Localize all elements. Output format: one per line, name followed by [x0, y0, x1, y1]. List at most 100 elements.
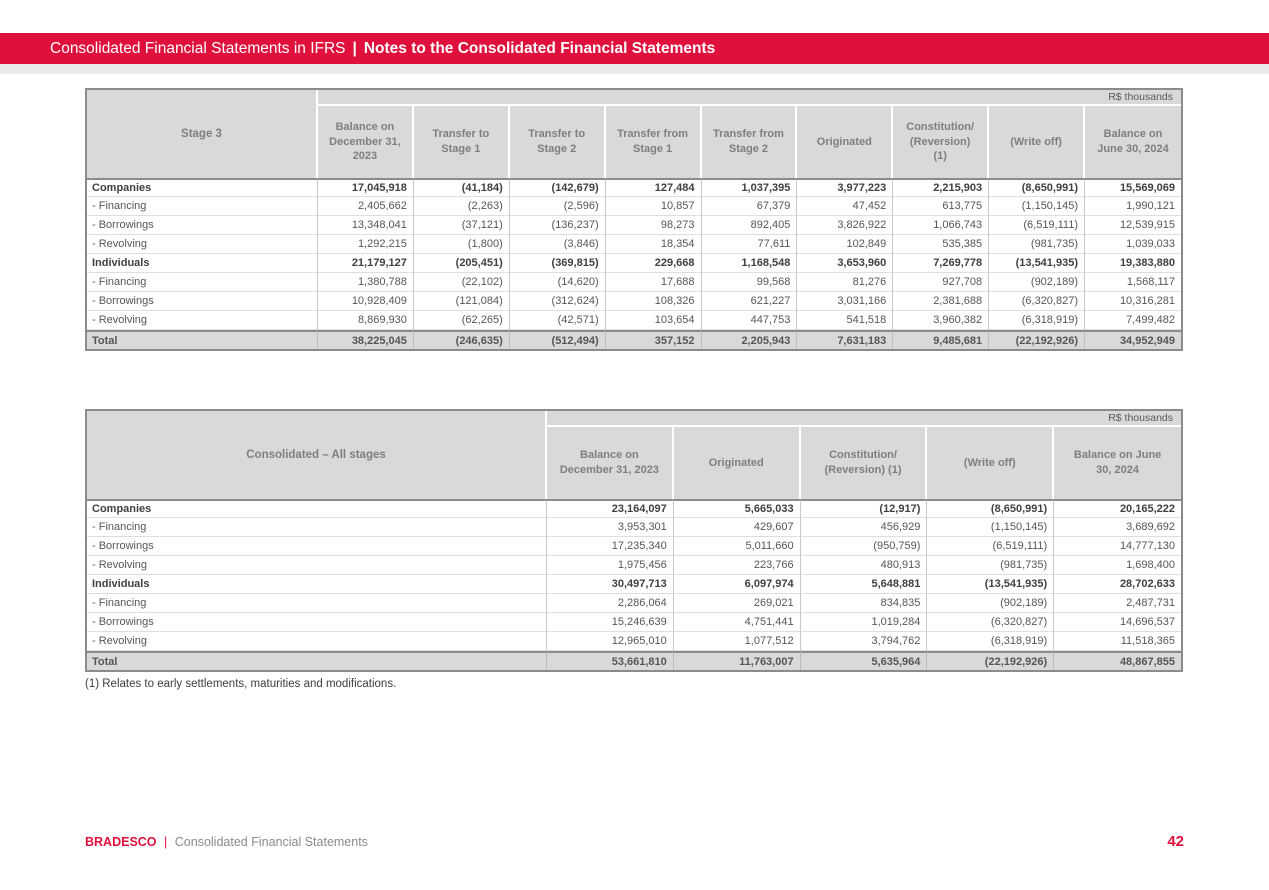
cell-value: (22,102) — [413, 273, 510, 292]
cell-value: 456,929 — [800, 518, 928, 537]
cell-value: 98,273 — [605, 216, 702, 235]
cell-value: 1,975,456 — [547, 556, 674, 575]
cell-value: 17,045,918 — [318, 178, 414, 197]
footer-left: BRADESCO | Consolidated Financial Statem… — [85, 835, 368, 849]
cell-value: (6,519,111) — [927, 537, 1055, 556]
cell-value: 927,708 — [893, 273, 990, 292]
cell-value: 1,066,743 — [893, 216, 990, 235]
column-header: Originated — [673, 427, 801, 499]
cell-value: 21,179,127 — [318, 254, 414, 273]
table-row: Total 53,661,810 11,763,007 5,635,964 (2… — [87, 651, 1181, 670]
cell-value: 20,165,222 — [1054, 499, 1181, 518]
table-row: - Borrowings 17,235,340 5,011,660 (950,7… — [87, 537, 1181, 556]
cell-value: (6,318,919) — [989, 311, 1085, 330]
cell-value: 1,990,121 — [1085, 197, 1181, 216]
table-row: - Borrowings 15,246,639 4,751,441 1,019,… — [87, 613, 1181, 632]
column-header: Transfer from Stage 1 — [605, 106, 702, 178]
cell-value: 81,276 — [797, 273, 894, 292]
cell-value: 17,688 — [605, 273, 702, 292]
cell-value: (902,189) — [989, 273, 1085, 292]
column-header: Balance on December 31, 2023 — [547, 427, 674, 499]
column-header: Originated — [797, 106, 894, 178]
cell-value: 9,485,681 — [893, 330, 990, 349]
brand-name: BRADESCO — [85, 835, 157, 849]
cell-value: (62,265) — [413, 311, 510, 330]
column-header: Transfer from Stage 2 — [701, 106, 798, 178]
consolidated-column-header-row: Balance on December 31, 2023 Originated … — [87, 427, 1181, 499]
cell-value: 7,631,183 — [797, 330, 894, 349]
cell-value: (1,150,145) — [989, 197, 1085, 216]
cell-value: 47,452 — [797, 197, 894, 216]
row-label: - Borrowings — [87, 537, 547, 556]
cell-value: 429,607 — [673, 518, 801, 537]
cell-value: 1,168,548 — [701, 254, 798, 273]
cell-value: 108,326 — [605, 292, 702, 311]
cell-value: 1,077,512 — [673, 632, 801, 651]
cell-value: (981,735) — [927, 556, 1055, 575]
cell-value: (2,263) — [413, 197, 510, 216]
row-label: Individuals — [87, 575, 547, 594]
table-row: - Financing 2,286,064 269,021 834,835 (9… — [87, 594, 1181, 613]
cell-value: 99,568 — [701, 273, 798, 292]
table-row: - Borrowings 10,928,409 (121,084) (312,6… — [87, 292, 1181, 311]
column-header: Balance on June 30, 2024 — [1054, 427, 1181, 499]
cell-value: 535,385 — [893, 235, 990, 254]
table-row: Individuals 21,179,127 (205,451) (369,81… — [87, 254, 1181, 273]
cell-value: 48,867,855 — [1054, 651, 1181, 670]
consolidated-table-wrap: Consolidated – All stages R$ thousands B… — [85, 409, 1183, 672]
page-number: 42 — [1167, 833, 1184, 850]
cell-value: 15,246,639 — [547, 613, 674, 632]
row-label: - Revolving — [87, 311, 318, 330]
stage3-currency-note: R$ thousands — [318, 90, 1181, 106]
cell-value: 13,348,041 — [318, 216, 414, 235]
cell-value: 7,499,482 — [1085, 311, 1181, 330]
cell-value: (950,759) — [800, 537, 928, 556]
cell-value: 2,487,731 — [1054, 594, 1181, 613]
cell-value: 1,698,400 — [1054, 556, 1181, 575]
table-gap — [85, 351, 1183, 409]
cell-value: (14,620) — [509, 273, 606, 292]
stage3-table-body: Companies 17,045,918 (41,184) (142,679) … — [87, 178, 1181, 349]
cell-value: 621,227 — [701, 292, 798, 311]
cell-value: (1,800) — [413, 235, 510, 254]
row-label: - Borrowings — [87, 613, 547, 632]
cell-value: 1,380,788 — [318, 273, 414, 292]
cell-value: 34,952,949 — [1085, 330, 1181, 349]
column-header: (Write off) — [927, 427, 1055, 499]
cell-value: 2,286,064 — [547, 594, 674, 613]
cell-value: 6,097,974 — [673, 575, 801, 594]
row-label: Companies — [87, 499, 547, 518]
cell-value: 12,539,915 — [1085, 216, 1181, 235]
cell-value: 10,316,281 — [1085, 292, 1181, 311]
cell-value: 3,953,301 — [547, 518, 674, 537]
table-row: - Revolving 8,869,930 (62,265) (42,571) … — [87, 311, 1181, 330]
cell-value: 5,635,964 — [800, 651, 928, 670]
cell-value: 17,235,340 — [547, 537, 674, 556]
cell-value: (246,635) — [413, 330, 510, 349]
cell-value: 30,497,713 — [547, 575, 674, 594]
table-row: Individuals 30,497,713 6,097,974 5,648,8… — [87, 575, 1181, 594]
stage3-corner-label: Stage 3 — [87, 90, 318, 178]
cell-value: 1,568,117 — [1085, 273, 1181, 292]
cell-value: (512,494) — [509, 330, 606, 349]
table-row: Companies 23,164,097 5,665,033 (12,917) … — [87, 499, 1181, 518]
footer-separator: | — [164, 835, 168, 849]
cell-value: (8,650,991) — [989, 178, 1085, 197]
cell-value: (136,237) — [509, 216, 606, 235]
row-label: - Financing — [87, 273, 318, 292]
column-header: Balance on June 30, 2024 — [1085, 106, 1181, 178]
table-row: - Revolving 12,965,010 1,077,512 3,794,7… — [87, 632, 1181, 651]
cell-value: (981,735) — [989, 235, 1085, 254]
cell-value: (312,624) — [509, 292, 606, 311]
cell-value: (6,318,919) — [927, 632, 1055, 651]
cell-value: (121,084) — [413, 292, 510, 311]
cell-value: 1,037,395 — [701, 178, 798, 197]
stage3-header-top-row: Stage 3 R$ thousands — [87, 90, 1181, 178]
column-header: Transfer to Stage 2 — [509, 106, 606, 178]
table-row: - Financing 2,405,662 (2,263) (2,596) 10… — [87, 197, 1181, 216]
cell-value: 5,648,881 — [800, 575, 928, 594]
cell-value: (369,815) — [509, 254, 606, 273]
cell-value: (13,541,935) — [927, 575, 1055, 594]
cell-value: 269,021 — [673, 594, 801, 613]
cell-value: 102,849 — [797, 235, 894, 254]
